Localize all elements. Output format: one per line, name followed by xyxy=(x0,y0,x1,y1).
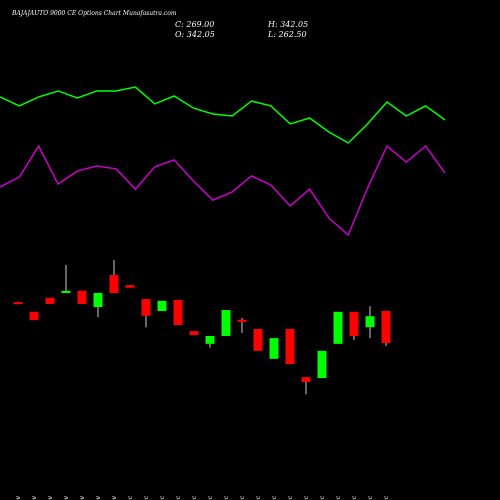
x-tick-label: 13 Dec xyxy=(271,495,278,500)
candle-body xyxy=(333,311,343,344)
candle-body xyxy=(285,328,295,365)
x-tick-label: 10 Dec xyxy=(223,495,230,500)
x-tick-label: 04 Dec xyxy=(159,495,166,500)
low-label: L: 262.50 xyxy=(267,30,307,39)
candle-body xyxy=(13,302,23,305)
chart-title: BAJAJAUTO 9000 CE Options Chart Munafasu… xyxy=(11,10,177,17)
x-tick-label: 28 Nov xyxy=(95,495,102,500)
candle-body xyxy=(141,299,151,316)
candle-body xyxy=(365,316,375,328)
candle-body xyxy=(109,275,119,293)
candle-body xyxy=(45,297,55,304)
x-tick-label: 27 Nov xyxy=(79,495,86,500)
candle-body xyxy=(349,311,359,336)
candle-body xyxy=(221,310,231,336)
candle-body xyxy=(237,319,247,322)
x-tick-label: 20 Nov xyxy=(15,495,22,500)
x-tick-label: 18 Dec xyxy=(319,495,326,500)
x-tick-label: 16 Dec xyxy=(287,495,294,500)
candle-body xyxy=(301,377,311,383)
x-tick-label: 03 Dec xyxy=(143,495,150,500)
candle-body xyxy=(157,300,167,311)
x-tick-label: 20 Dec xyxy=(351,495,358,500)
x-tick-label: 26 Dec xyxy=(383,495,390,500)
candle-body xyxy=(253,328,263,351)
high-label: H: 342.05 xyxy=(267,20,308,29)
x-tick-label: 11 Dec xyxy=(239,495,246,500)
x-tick-label: 23 Dec xyxy=(367,495,374,500)
x-tick-label: 22 Nov xyxy=(47,495,54,500)
candle-body xyxy=(269,338,279,359)
x-tick-label: 29 Nov xyxy=(111,495,118,500)
candle-body xyxy=(189,331,199,336)
x-tick-label: 17 Dec xyxy=(303,495,310,500)
indicator-line xyxy=(0,144,446,237)
candle-body xyxy=(93,292,103,308)
candle-body xyxy=(381,310,391,343)
x-tick-label: 09 Dec xyxy=(207,495,214,500)
candle-body xyxy=(77,290,87,304)
indicator-line xyxy=(0,86,446,144)
candle-body xyxy=(173,300,183,325)
x-tick-label: 05 Dec xyxy=(175,495,182,500)
x-tick-label: 06 Dec xyxy=(191,495,198,500)
candle-body xyxy=(125,285,135,288)
x-tick-label: 25 Nov xyxy=(63,495,70,500)
candle-body xyxy=(61,290,71,293)
candle-body xyxy=(29,311,39,321)
close-label: C: 269.00 xyxy=(175,20,214,29)
x-tick-label: 12 Dec xyxy=(255,495,262,500)
x-tick-label: 02 Dec xyxy=(127,495,134,500)
open-label: O: 342.05 xyxy=(175,30,215,39)
candle-body xyxy=(317,350,327,379)
x-tick-label: 19 Dec xyxy=(335,495,342,500)
x-tick-label: 21 Nov xyxy=(31,495,38,500)
candle-body xyxy=(205,335,215,344)
